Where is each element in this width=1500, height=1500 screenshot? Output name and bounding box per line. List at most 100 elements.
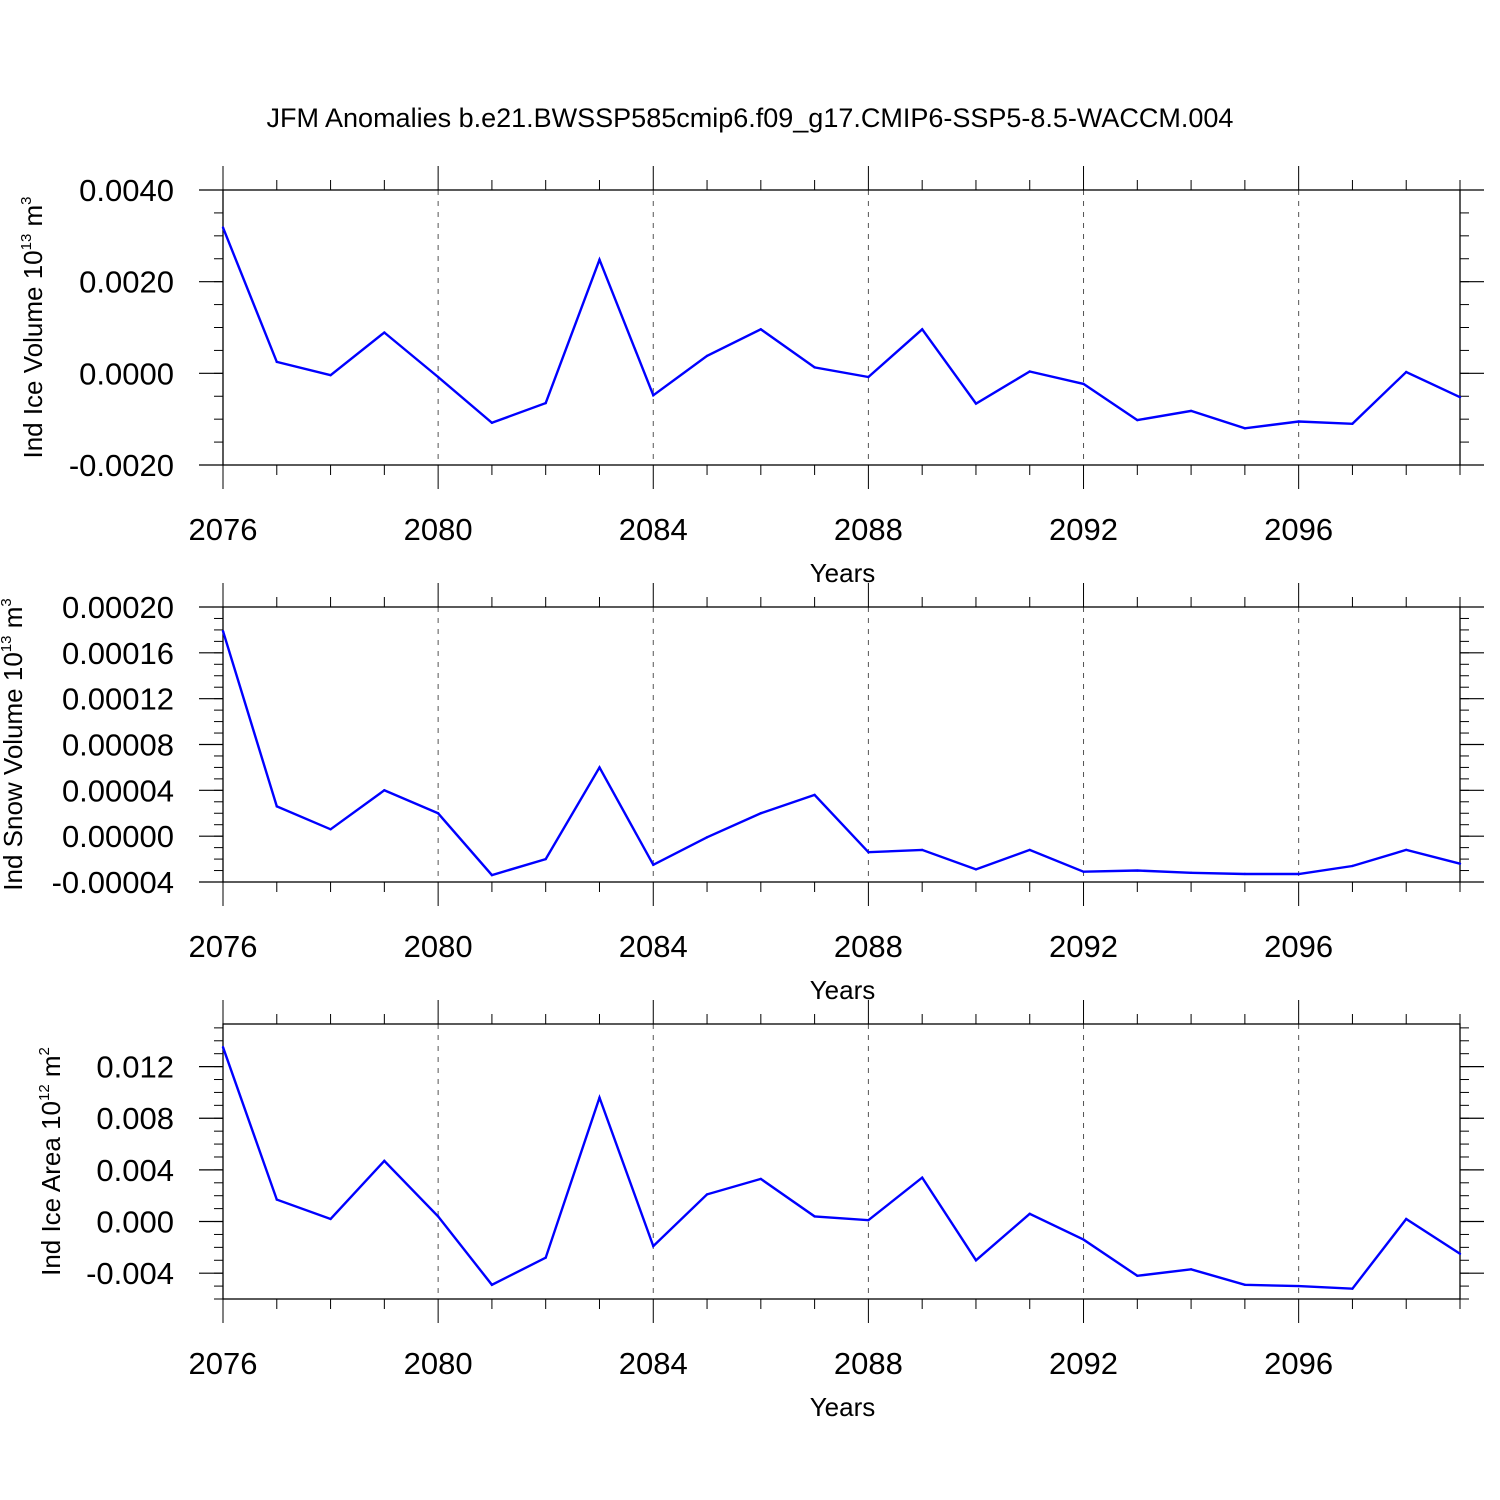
data-point bbox=[1243, 427, 1247, 430]
data-point bbox=[920, 1176, 924, 1179]
x-tick-label: 2080 bbox=[404, 1346, 473, 1381]
plot-frame bbox=[222, 1023, 1461, 1300]
data-point bbox=[813, 366, 816, 369]
data-point bbox=[1351, 1287, 1354, 1290]
data-point bbox=[1458, 1252, 1462, 1256]
data-point bbox=[1405, 370, 1408, 374]
x-tick-label: 2092 bbox=[1049, 512, 1118, 547]
data-point bbox=[813, 793, 816, 797]
data-point bbox=[1028, 848, 1031, 852]
x-tick-label: 2088 bbox=[834, 929, 903, 964]
x-axis-label: Years bbox=[810, 558, 876, 588]
data-point bbox=[867, 851, 870, 854]
data-point bbox=[652, 1244, 655, 1248]
data-point bbox=[275, 1198, 278, 1201]
data-point bbox=[436, 375, 440, 379]
y-tick-label: -0.004 bbox=[86, 1256, 174, 1291]
data-point bbox=[1136, 869, 1139, 872]
data-point bbox=[1243, 872, 1247, 876]
x-tick-label: 2084 bbox=[619, 929, 688, 964]
data-point bbox=[221, 629, 225, 633]
x-tick-label: 2076 bbox=[189, 929, 258, 964]
data-point bbox=[383, 331, 386, 334]
y-tick-label: -0.00004 bbox=[52, 865, 174, 900]
data-point bbox=[1458, 862, 1462, 865]
data-point bbox=[383, 789, 386, 792]
data-point bbox=[1082, 870, 1085, 873]
data-point bbox=[1351, 864, 1354, 868]
data-point bbox=[275, 805, 278, 808]
x-tick-label: 2096 bbox=[1264, 1346, 1333, 1381]
data-point bbox=[329, 373, 332, 377]
data-point bbox=[1405, 848, 1408, 852]
data-point bbox=[920, 848, 924, 852]
data-point bbox=[1028, 1212, 1031, 1215]
data-point bbox=[221, 226, 225, 229]
data-point bbox=[544, 401, 547, 405]
data-point bbox=[598, 258, 601, 261]
y-axis-label: Ind Snow Volume 1013 m3 bbox=[0, 598, 28, 890]
data-point bbox=[920, 328, 924, 331]
data-point bbox=[490, 1283, 494, 1286]
y-tick-label: 0.008 bbox=[96, 1101, 174, 1136]
y-axis-label: Ind Ice Area 1012 m2 bbox=[36, 1047, 66, 1276]
data-point bbox=[1189, 1268, 1193, 1271]
data-point bbox=[490, 421, 494, 425]
data-point bbox=[544, 1256, 547, 1259]
data-point bbox=[867, 375, 870, 379]
x-tick-label: 2096 bbox=[1264, 512, 1333, 547]
data-point bbox=[974, 1259, 978, 1262]
data-point bbox=[1189, 409, 1193, 413]
x-axis-label: Years bbox=[810, 1392, 876, 1422]
data-point bbox=[1458, 395, 1462, 399]
data-point bbox=[705, 836, 709, 839]
y-tick-label: 0.000 bbox=[96, 1205, 174, 1240]
data-point bbox=[436, 1215, 440, 1218]
chart-panel-2: 0.00020 0.00016 0.00012 0.00008 0.00004 0.000… bbox=[0, 583, 1484, 1005]
y-tick-label: 0.0000 bbox=[79, 356, 174, 391]
data-point bbox=[813, 1215, 816, 1218]
chart-panel-1: 0.0040 0.0020 0.0000 -0.0020 2076 2080 2084 208… bbox=[18, 166, 1484, 588]
data-point bbox=[759, 812, 763, 815]
data-point bbox=[705, 1193, 709, 1196]
data-point bbox=[652, 863, 655, 867]
chart-panel-3: 0.012 0.008 0.004 0.000 -0.004 2076 2080 2084 20… bbox=[36, 1000, 1484, 1422]
data-point bbox=[1189, 871, 1193, 875]
data-point bbox=[1082, 1238, 1085, 1241]
figure-title: JFM Anomalies b.e21.BWSSP585cmip6.f09_g1… bbox=[267, 103, 1234, 133]
data-point bbox=[759, 1177, 763, 1181]
y-tick-label: -0.0020 bbox=[69, 448, 174, 483]
x-tick-label: 2084 bbox=[619, 1346, 688, 1381]
data-point bbox=[1297, 872, 1300, 876]
y-tick-label: 0.00004 bbox=[62, 773, 174, 808]
data-point bbox=[221, 1046, 225, 1049]
data-point bbox=[275, 360, 278, 364]
x-tick-label: 2080 bbox=[404, 929, 473, 964]
data-point bbox=[759, 328, 763, 331]
x-tick-label: 2092 bbox=[1049, 1346, 1118, 1381]
series-line bbox=[221, 1046, 1461, 1290]
y-axis-label: Ind Ice Volume 1013 m3 bbox=[18, 196, 48, 458]
y-tick-label: 0.00016 bbox=[62, 636, 174, 671]
data-point bbox=[329, 1217, 332, 1221]
y-tick-label: 0.00000 bbox=[62, 819, 174, 854]
y-tick-label: 0.0020 bbox=[79, 265, 174, 300]
x-tick-label: 2076 bbox=[189, 1346, 258, 1381]
y-tick-label: 0.00012 bbox=[62, 682, 174, 717]
data-point bbox=[1136, 418, 1139, 422]
y-tick-label: 0.00020 bbox=[62, 590, 174, 625]
x-tick-label: 2088 bbox=[834, 512, 903, 547]
data-point bbox=[1297, 420, 1300, 423]
plot-frame bbox=[222, 606, 1461, 883]
data-point bbox=[974, 868, 978, 871]
data-point bbox=[1351, 422, 1354, 425]
x-tick-label: 2096 bbox=[1264, 929, 1333, 964]
x-tick-label: 2088 bbox=[834, 1346, 903, 1381]
y-tick-label: 0.0040 bbox=[79, 173, 174, 208]
x-tick-label: 2084 bbox=[619, 512, 688, 547]
series-line bbox=[221, 227, 1461, 430]
data-point bbox=[598, 766, 601, 769]
x-axis-label: Years bbox=[810, 975, 876, 1005]
data-point bbox=[1243, 1283, 1247, 1286]
